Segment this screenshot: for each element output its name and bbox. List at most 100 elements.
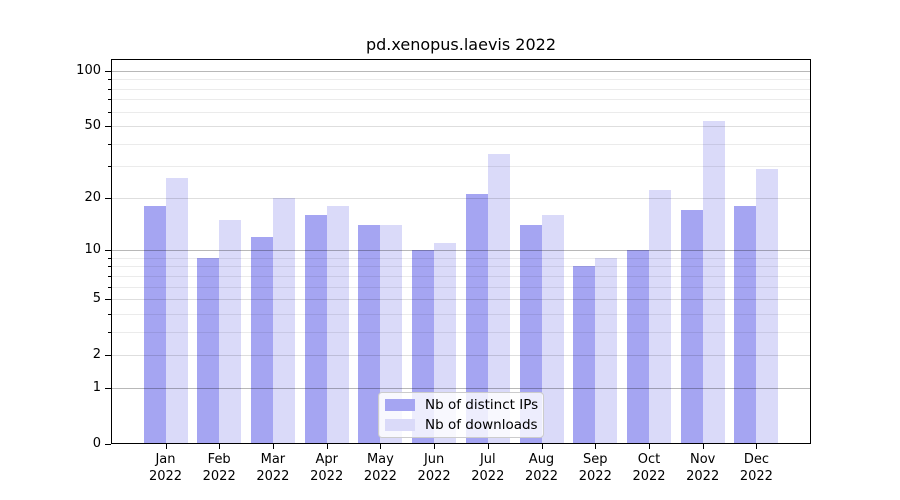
y-minor-tick [108,331,111,333]
bar-distinct-ips [734,205,757,444]
gridline [111,197,811,199]
y-minor-tick [108,266,111,268]
bar-distinct-ips [680,210,703,444]
gridline [111,275,811,277]
legend-swatch-downloads [385,419,415,431]
x-tick-label: Jan 2022 [148,452,183,484]
x-tick-label: Dec 2022 [739,452,773,484]
y-tick-label: 50 [84,118,101,134]
gridline [111,257,811,259]
x-tick-label: Aug 2022 [524,452,559,484]
y-minor-tick [108,275,111,277]
chart-title: pd.xenopus.laevis 2022 [365,35,556,54]
bar-downloads [165,177,188,444]
y-tick [105,197,111,199]
gridline [111,143,811,145]
legend-swatch-distinct-ips [385,399,415,411]
x-tick-label: Oct 2022 [632,452,666,484]
x-tick [326,444,328,449]
x-tick [219,444,221,449]
bar-distinct-ips [143,205,166,444]
bottom-spine [111,443,811,444]
gridline [111,387,811,389]
bar-distinct-ips [465,194,488,444]
x-tick [380,444,382,449]
bar-downloads [326,205,349,444]
bar-downloads [272,197,295,444]
gridline [111,99,811,101]
gridline [111,355,811,357]
bar-distinct-ips [197,257,220,444]
y-minor-tick [108,88,111,90]
bar-downloads [756,169,779,444]
gridline [111,250,811,252]
bar-downloads [595,257,618,444]
x-tick-label: Sep 2022 [578,452,612,484]
x-tick-label: Nov 2022 [686,452,720,484]
y-tick-label: 100 [76,62,101,78]
legend-label-distinct-ips: Nb of distinct IPs [425,397,539,413]
bar-distinct-ips [250,236,273,444]
y-tick [105,444,111,445]
bar-distinct-ips [573,266,596,444]
y-minor-tick [108,99,111,101]
gridline [111,331,811,333]
gridline [111,79,811,81]
bar-distinct-ips [519,225,542,444]
bar-downloads [702,121,725,444]
y-tick [105,250,111,252]
x-tick [595,444,597,449]
y-tick-label: 5 [92,291,101,307]
y-tick-label: 1 [92,379,101,395]
x-tick [165,444,167,449]
y-minor-tick [108,111,111,113]
x-tick-label: Jun 2022 [417,452,451,484]
bar-downloads [487,154,510,444]
gridline [111,166,811,168]
gridline [111,70,811,72]
x-tick [541,444,543,449]
y-minor-tick [108,79,111,81]
y-tick [105,70,111,72]
y-tick [105,299,111,301]
bar-downloads [649,190,671,444]
x-tick [702,444,704,449]
top-spine [111,59,811,60]
y-tick-label: 20 [84,189,101,205]
left-spine [111,59,112,444]
x-tick [487,444,489,449]
legend-label-downloads: Nb of downloads [425,417,538,433]
y-tick [105,355,111,357]
bar-distinct-ips [358,225,381,444]
y-tick [105,387,111,389]
gridline [111,266,811,268]
y-minor-tick [108,286,111,288]
y-tick [105,126,111,128]
y-minor-tick [108,313,111,315]
bar-downloads [380,225,403,444]
x-tick-label: Apr 2022 [310,452,344,484]
gridline [111,299,811,301]
x-tick-label: Feb 2022 [202,452,236,484]
bar-distinct-ips [627,250,649,444]
y-minor-tick [108,257,111,259]
plot-area [111,59,811,444]
gridline [111,126,811,128]
x-tick [649,444,650,449]
bar-downloads [219,219,242,444]
x-tick [756,444,758,449]
gridline [111,88,811,90]
x-tick [434,444,436,449]
x-tick-label: Mar 2022 [256,452,290,484]
gridline [111,313,811,315]
gridline [111,286,811,288]
legend-row-downloads: Nb of downloads [385,417,543,433]
y-minor-tick [108,143,111,145]
x-tick-label: Jul 2022 [471,452,505,484]
gridline [111,111,811,113]
y-tick-label: 0 [92,436,101,451]
y-tick-label: 10 [84,242,101,258]
legend: Nb of distinct IPs Nb of downloads [378,392,544,438]
right-spine [810,59,811,444]
